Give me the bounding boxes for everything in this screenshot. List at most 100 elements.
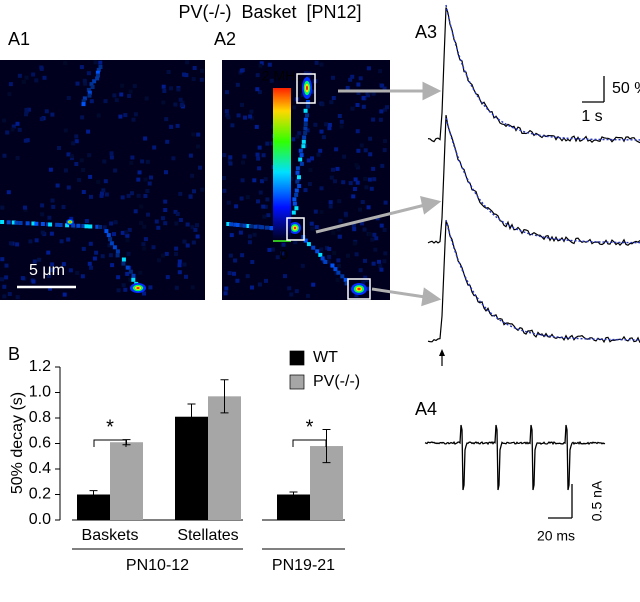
pixel xyxy=(188,194,193,199)
pixel xyxy=(355,180,360,185)
pixel xyxy=(6,220,11,225)
pixel xyxy=(319,210,324,214)
pixel xyxy=(200,187,205,192)
rois xyxy=(286,73,371,300)
pixel xyxy=(175,123,180,128)
pixel xyxy=(50,268,55,272)
pixel xyxy=(252,232,257,237)
pixel xyxy=(39,117,44,122)
pixel xyxy=(63,128,68,133)
pixel xyxy=(32,259,37,264)
pixel xyxy=(323,260,328,264)
pixel xyxy=(256,156,261,161)
pixel xyxy=(222,188,227,193)
trace-a4 xyxy=(424,424,606,491)
scale-label: 5 μm xyxy=(29,262,65,279)
pixel xyxy=(75,81,80,86)
pixel xyxy=(363,275,368,280)
pixel xyxy=(246,224,251,228)
pixel xyxy=(341,180,346,185)
pixel xyxy=(385,105,389,110)
pixel xyxy=(224,109,229,114)
pixel xyxy=(77,177,82,182)
pixel xyxy=(177,259,182,264)
pixel xyxy=(249,109,254,114)
pixel xyxy=(182,262,187,267)
pixel xyxy=(245,195,250,200)
pixel xyxy=(356,91,361,95)
pixel xyxy=(326,259,331,264)
pixel xyxy=(261,204,266,209)
pixel xyxy=(141,242,146,247)
pixel xyxy=(4,275,9,280)
panel-label: A3 xyxy=(415,22,437,42)
pixel xyxy=(257,166,262,171)
pixel xyxy=(89,99,94,104)
pixel xyxy=(95,70,100,75)
pixel xyxy=(305,113,309,118)
pixel xyxy=(0,205,5,210)
pixel xyxy=(82,96,87,101)
pixel xyxy=(161,253,166,258)
pixel xyxy=(255,152,260,157)
error-bar xyxy=(187,403,196,430)
pixel xyxy=(345,85,350,90)
pixel xyxy=(87,90,92,95)
pixel xyxy=(47,215,52,220)
pixel xyxy=(145,189,150,193)
pixel xyxy=(339,124,344,129)
pixel xyxy=(146,212,150,217)
pixel xyxy=(154,219,159,224)
pixel xyxy=(190,285,195,290)
pixel xyxy=(331,75,335,80)
pixel xyxy=(144,96,149,101)
y-tick-label: 1.2 xyxy=(29,358,51,375)
pixel xyxy=(359,221,364,226)
pixel xyxy=(259,61,264,66)
pixel xyxy=(125,233,130,238)
trace xyxy=(427,220,640,344)
x-tick-label: Stellates xyxy=(177,527,238,544)
pixel xyxy=(65,223,70,228)
pixel xyxy=(63,61,68,65)
pixel xyxy=(327,247,332,251)
pixel xyxy=(152,145,157,150)
pixel xyxy=(101,188,106,193)
pixel xyxy=(261,153,266,158)
pixel xyxy=(335,278,340,283)
pixel xyxy=(224,286,229,291)
pixel xyxy=(2,294,7,299)
pixel xyxy=(311,282,316,287)
pixel xyxy=(109,151,114,156)
pixel xyxy=(275,255,280,260)
pixel xyxy=(253,224,258,229)
pixel xyxy=(87,93,92,98)
pixel xyxy=(40,222,45,226)
pixel xyxy=(99,193,104,198)
pixel xyxy=(128,89,133,94)
pixel xyxy=(106,233,111,238)
pixel xyxy=(191,132,196,137)
pixel xyxy=(254,124,259,129)
pixel xyxy=(348,77,353,82)
pixel xyxy=(372,232,377,237)
pixel xyxy=(112,93,117,98)
pixel xyxy=(331,96,336,100)
pixel xyxy=(161,100,166,105)
pixel xyxy=(24,75,29,80)
pixel xyxy=(232,271,236,276)
pixel xyxy=(89,82,94,87)
stim-arrowhead xyxy=(439,349,445,356)
pixel xyxy=(303,122,308,127)
pixel xyxy=(372,177,377,182)
pixel xyxy=(371,117,376,122)
pixel xyxy=(333,179,337,184)
pixel xyxy=(366,66,371,71)
pixel xyxy=(169,124,174,129)
pixel xyxy=(100,254,105,259)
pixel xyxy=(239,68,244,73)
pixel xyxy=(89,194,93,199)
pixel xyxy=(104,192,109,197)
pixel xyxy=(133,209,138,214)
pixel xyxy=(365,286,370,291)
